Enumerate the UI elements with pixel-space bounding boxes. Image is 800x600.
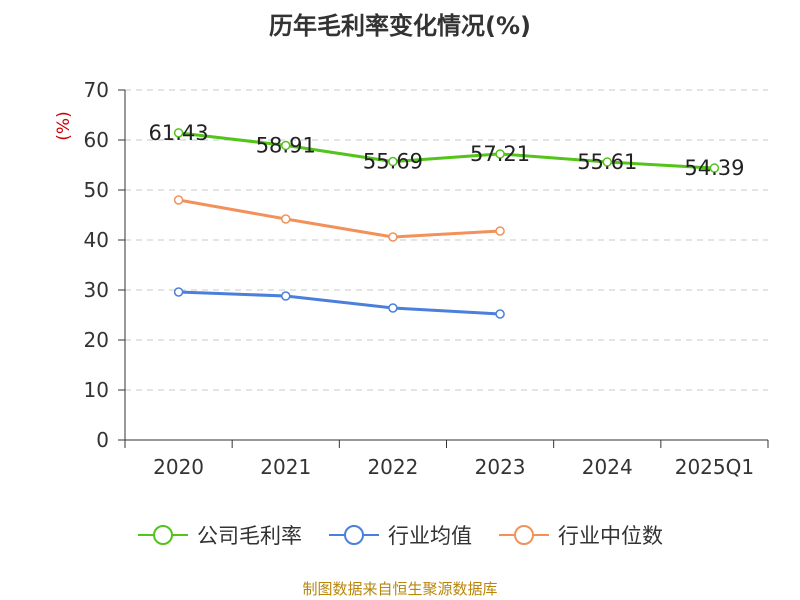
data-point bbox=[602, 157, 612, 167]
x-tick-label: 2025Q1 bbox=[675, 455, 754, 479]
legend: 公司毛利率 行业均值 行业中位数 bbox=[0, 520, 800, 550]
data-point bbox=[495, 309, 505, 319]
data-point bbox=[281, 291, 291, 301]
x-tick-label: 2022 bbox=[367, 455, 418, 479]
legend-item[interactable]: 行业均值 bbox=[328, 520, 472, 550]
data-point bbox=[281, 214, 291, 224]
gridlines bbox=[125, 89, 768, 391]
y-tick-label: 10 bbox=[84, 378, 109, 402]
y-tick-label: 70 bbox=[84, 78, 109, 102]
series-line bbox=[178, 290, 501, 316]
chart-title: 历年毛利率变化情况(%) bbox=[269, 12, 531, 40]
data-label: 57.21 bbox=[470, 142, 530, 166]
data-point bbox=[709, 163, 720, 173]
series-line bbox=[178, 131, 715, 170]
data-label: 61.43 bbox=[149, 121, 209, 145]
data-label: 55.61 bbox=[577, 150, 637, 174]
data-label: 55.69 bbox=[363, 150, 423, 174]
y-tick-label: 20 bbox=[84, 328, 109, 352]
legend-label: 行业均值 bbox=[388, 524, 472, 548]
x-tick-label: 2024 bbox=[582, 455, 633, 479]
series-lines bbox=[173, 128, 720, 319]
y-tick-label: 60 bbox=[84, 128, 109, 152]
legend-item[interactable]: 行业中位数 bbox=[498, 520, 663, 550]
data-point bbox=[281, 140, 291, 151]
x-tick-label: 2020 bbox=[153, 455, 204, 479]
legend-item[interactable]: 公司毛利率 bbox=[137, 520, 302, 550]
axes: 0 10 20 30 40 50 60 70 (%) 2020 2021 2022 2023 2024 20… bbox=[54, 78, 769, 479]
legend-swatch-marker bbox=[153, 525, 173, 545]
x-tick-label: 2021 bbox=[260, 455, 311, 479]
legend-label: 公司毛利率 bbox=[197, 524, 302, 548]
legend-swatch-marker bbox=[514, 525, 534, 545]
legend-swatch bbox=[499, 525, 549, 545]
legend-swatch-marker bbox=[344, 525, 364, 545]
data-point bbox=[388, 303, 398, 313]
y-tick-label: 50 bbox=[84, 178, 109, 202]
legend-label: 行业中位数 bbox=[558, 524, 663, 548]
data-label: 58.91 bbox=[256, 133, 316, 157]
data-label: 54.39 bbox=[684, 156, 744, 180]
y-tick-label: 30 bbox=[84, 278, 109, 302]
y-tick-label: 40 bbox=[84, 228, 109, 252]
data-point bbox=[173, 195, 184, 205]
y-axis-label: (%) bbox=[54, 111, 74, 140]
data-point bbox=[388, 156, 398, 167]
source-note: 制图数据来自恒生聚源数据库 bbox=[302, 580, 498, 598]
data-point bbox=[173, 128, 184, 138]
data-point bbox=[495, 149, 505, 159]
legend-swatch bbox=[329, 525, 379, 545]
data-point bbox=[173, 287, 184, 297]
data-point bbox=[495, 226, 505, 236]
data-point bbox=[388, 232, 398, 242]
series-line bbox=[178, 198, 501, 239]
data-labels: 61.43 58.91 55.69 57.21 55.61 54.39 bbox=[149, 121, 745, 180]
y-tick-label: 0 bbox=[96, 428, 109, 452]
x-tick-label: 2023 bbox=[475, 455, 526, 479]
legend-swatch bbox=[138, 525, 188, 545]
